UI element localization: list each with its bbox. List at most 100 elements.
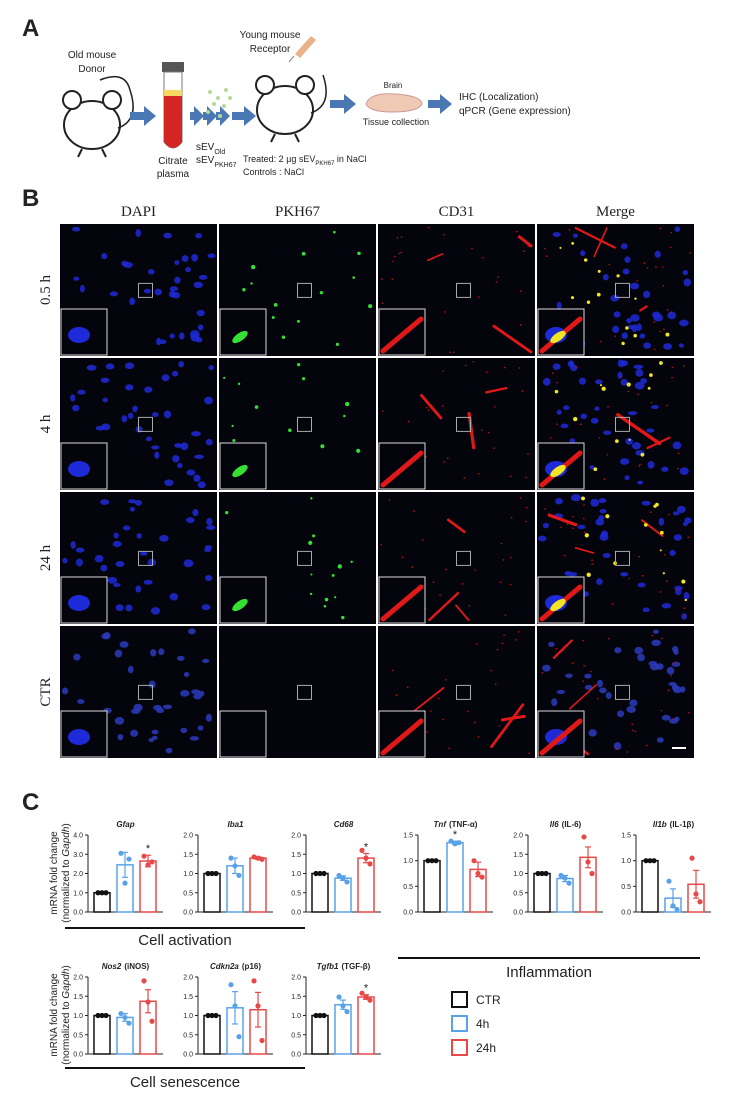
red-dot bbox=[482, 256, 484, 259]
nucleus bbox=[159, 534, 169, 542]
nucleus bbox=[163, 232, 172, 239]
vesicle-dot bbox=[559, 246, 562, 249]
vessel bbox=[517, 235, 533, 248]
data-point bbox=[456, 840, 462, 846]
vesicle-dot bbox=[647, 386, 651, 390]
red-dot bbox=[620, 376, 623, 378]
nucleus bbox=[653, 313, 663, 322]
label: sEVPKH67 bbox=[196, 155, 237, 169]
y-tick-label: 1.5 bbox=[513, 852, 523, 859]
y-tick-label: 2.0 bbox=[73, 871, 83, 878]
bar bbox=[203, 872, 221, 913]
nucleus bbox=[555, 498, 563, 505]
red-dot bbox=[615, 747, 618, 750]
data-point bbox=[149, 1018, 155, 1024]
group-label: Inflammation bbox=[506, 964, 592, 981]
protein-name: (p16) bbox=[242, 962, 261, 971]
y-tick-label: 1.0 bbox=[403, 858, 413, 865]
protein-name: (iNOS) bbox=[124, 962, 149, 971]
red-dot bbox=[666, 309, 669, 311]
red-dot bbox=[608, 263, 611, 266]
red-dot bbox=[666, 580, 668, 582]
nucleus bbox=[617, 371, 623, 379]
red-dot bbox=[556, 381, 559, 384]
data-point bbox=[209, 870, 215, 877]
red-dot bbox=[562, 646, 565, 648]
data-point bbox=[95, 890, 101, 896]
red-dot bbox=[563, 554, 566, 557]
red-dot bbox=[645, 744, 648, 747]
red-dot bbox=[442, 370, 445, 372]
nucleus bbox=[206, 525, 216, 530]
arrow bbox=[190, 106, 230, 126]
y-tick-label: 1.0 bbox=[73, 1013, 83, 1020]
red-dot bbox=[515, 639, 517, 641]
red-dot bbox=[666, 404, 668, 407]
red-dot bbox=[568, 229, 571, 231]
nucleus bbox=[197, 725, 204, 731]
nucleus bbox=[570, 494, 581, 502]
red-dot bbox=[380, 543, 383, 546]
nucleus bbox=[135, 585, 142, 593]
data-point bbox=[689, 855, 695, 861]
bar-chart: Il1b (IL-1β) 0.0 0.5 1.0 1.5 bbox=[621, 820, 711, 917]
red-dot bbox=[631, 729, 634, 732]
inset-vesicle bbox=[550, 464, 566, 478]
red-dot bbox=[446, 457, 449, 459]
red-dot bbox=[639, 463, 641, 466]
red-dot bbox=[628, 577, 631, 580]
nucleus bbox=[620, 243, 628, 250]
y-tick-label: 2.0 bbox=[291, 975, 301, 982]
red-dot bbox=[607, 405, 609, 408]
nucleus bbox=[595, 379, 603, 385]
red-dot bbox=[381, 278, 383, 280]
vesicle-dot bbox=[273, 302, 278, 307]
nucleus bbox=[148, 680, 156, 689]
label: Controls : NaCl bbox=[243, 167, 304, 177]
nucleus bbox=[117, 733, 124, 741]
nucleus bbox=[73, 276, 80, 281]
y-tick-label: 0.0 bbox=[73, 1052, 83, 1059]
data-point bbox=[651, 858, 657, 864]
vesicle-dot bbox=[628, 438, 631, 441]
red-dot bbox=[627, 390, 629, 393]
red-dot bbox=[452, 351, 455, 354]
red-dot bbox=[521, 390, 524, 392]
y-label-part: ) bbox=[61, 965, 72, 968]
nucleus bbox=[112, 540, 122, 548]
nucleus bbox=[100, 377, 110, 383]
data-point bbox=[103, 890, 109, 896]
red-dot bbox=[583, 517, 585, 520]
red-dot bbox=[463, 477, 466, 479]
data-point bbox=[340, 875, 346, 881]
red-dot bbox=[445, 568, 447, 571]
nucleus bbox=[124, 362, 135, 370]
red-dot bbox=[551, 372, 554, 374]
nucleus bbox=[669, 550, 676, 556]
nucleus bbox=[72, 404, 80, 412]
red-dot bbox=[468, 604, 471, 607]
nucleus bbox=[614, 647, 622, 654]
y-tick-label: 1.0 bbox=[183, 871, 193, 878]
y-tick-label: 1.0 bbox=[291, 871, 301, 878]
nucleus bbox=[653, 629, 659, 634]
nucleus bbox=[179, 332, 185, 340]
red-dot bbox=[675, 589, 678, 591]
y-label-line: mRNA fold change bbox=[49, 831, 60, 915]
nucleus bbox=[556, 689, 566, 694]
red-dot bbox=[555, 647, 558, 650]
inset-nucleus bbox=[68, 729, 90, 745]
column-label: DAPI bbox=[121, 204, 156, 220]
column-label: PKH67 bbox=[275, 204, 321, 220]
nucleus bbox=[564, 571, 572, 576]
nucleus bbox=[114, 717, 125, 725]
chart-title: Il6 (IL-6) bbox=[550, 820, 582, 829]
data-point bbox=[581, 834, 587, 840]
red-dot bbox=[449, 351, 451, 354]
red-dot bbox=[411, 566, 413, 568]
red-dot bbox=[519, 497, 522, 499]
nucleus bbox=[552, 363, 561, 371]
legend-swatch bbox=[451, 1015, 468, 1032]
gene-name: Cd68 bbox=[334, 820, 354, 829]
nucleus bbox=[151, 729, 159, 735]
